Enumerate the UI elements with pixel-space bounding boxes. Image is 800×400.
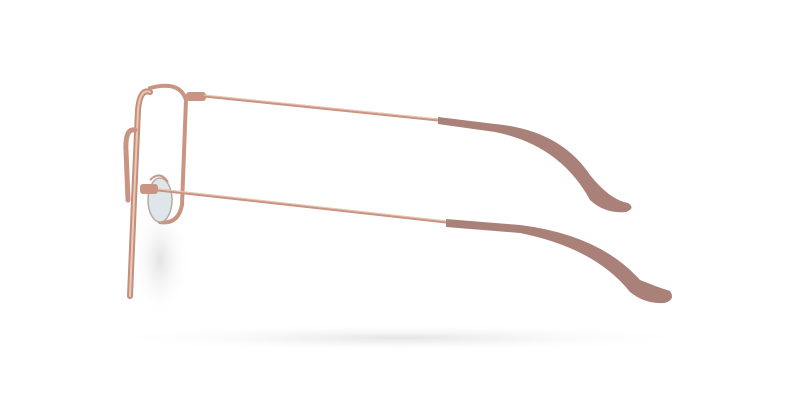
lower-temple (157, 188, 672, 304)
front-frame (123, 83, 189, 299)
shadow (100, 200, 700, 352)
lower-temple-tip (446, 219, 672, 304)
upper-temple-tip (438, 117, 632, 213)
hinge (140, 92, 206, 194)
upper-temple (203, 94, 632, 213)
nose-pad (147, 174, 173, 223)
